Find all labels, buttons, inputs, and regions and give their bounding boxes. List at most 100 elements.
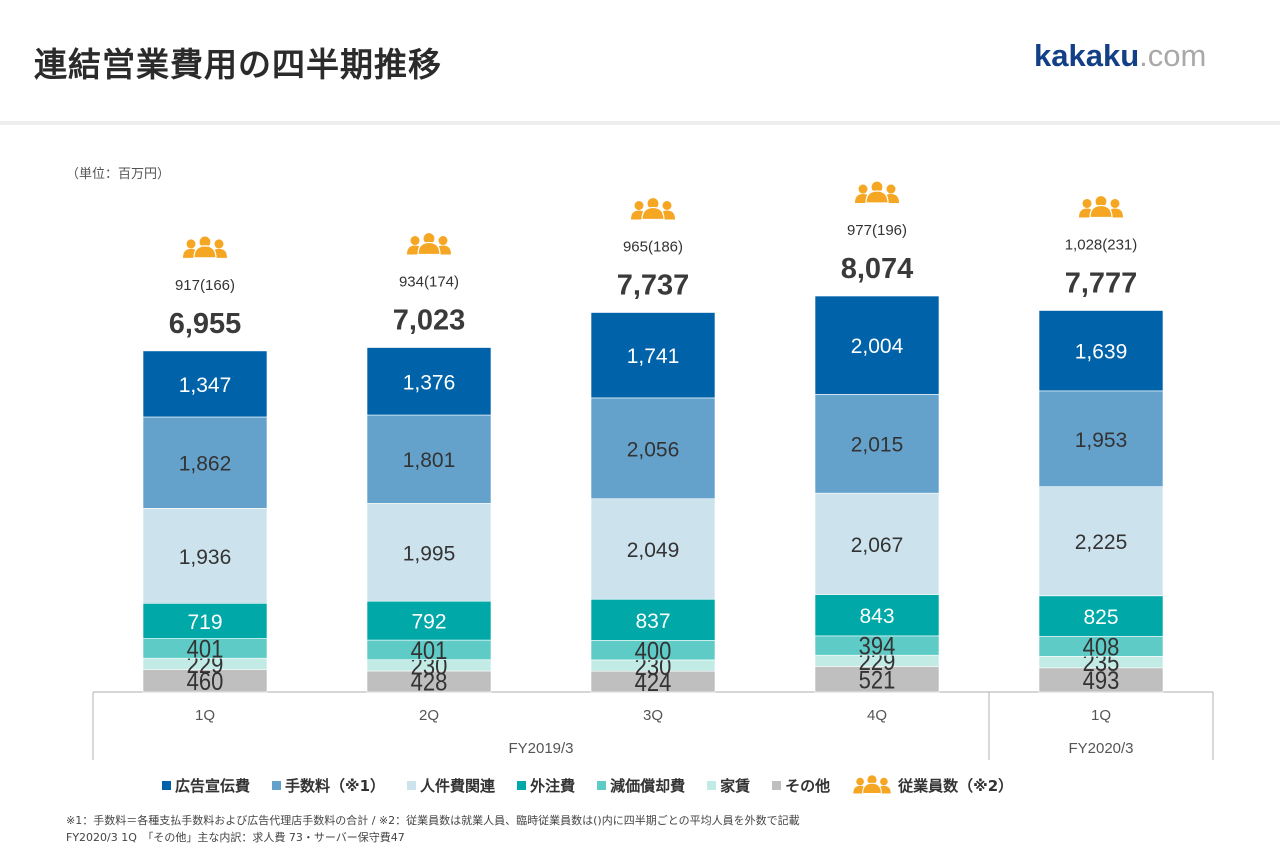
people-icon bbox=[853, 774, 891, 795]
header-divider bbox=[0, 121, 1280, 125]
segment-value-label: 825 bbox=[1083, 606, 1118, 629]
bar-segment bbox=[142, 602, 268, 639]
segment-value-label: 2,225 bbox=[1075, 531, 1128, 554]
bar-segment bbox=[814, 594, 940, 637]
segment-value-label: 1,953 bbox=[1075, 429, 1128, 452]
bar-segment bbox=[1038, 390, 1164, 487]
bar-segment bbox=[366, 347, 492, 416]
segment-value-label: 1,862 bbox=[179, 453, 232, 476]
category-tick-label: 4Q bbox=[867, 707, 887, 724]
segment-value-label: 1,741 bbox=[627, 345, 680, 368]
bar-segment bbox=[814, 295, 940, 395]
segment-value-label: 2,049 bbox=[627, 539, 680, 562]
footnotes: ※1：手数料＝各種支払手数料および広告代理店手数料の合計 / ※2：従業員数は就… bbox=[66, 812, 800, 846]
logo-suffix: .com bbox=[1139, 38, 1207, 73]
segment-value-label: 401 bbox=[187, 636, 224, 664]
people-icon bbox=[1079, 194, 1123, 219]
logo-main: kakaku bbox=[1034, 38, 1140, 73]
segment-value-label: 1,801 bbox=[403, 449, 456, 472]
legend-label: 手数料（※1） bbox=[285, 776, 386, 795]
segment-value-label: 837 bbox=[635, 610, 670, 633]
unit-label: （単位：百万円） bbox=[66, 167, 171, 182]
fiscal-group-label: FY2019/3 bbox=[508, 740, 573, 757]
segment-value-label: 843 bbox=[859, 605, 894, 628]
total-value-label: 7,777 bbox=[1065, 267, 1138, 299]
employee-count-label: 917(166) bbox=[175, 277, 235, 294]
legend-item: その他 bbox=[772, 775, 830, 796]
legend-label: 広告宣伝費 bbox=[175, 776, 251, 795]
segment-value-label: 1,936 bbox=[179, 546, 232, 569]
segment-value-label: 2,067 bbox=[851, 534, 904, 557]
segment-value-label: 1,376 bbox=[403, 371, 456, 394]
footnote-2: FY2020/3 1Q 「その他」主な内訳：求人費 73・サーバー保守費47 bbox=[66, 831, 405, 844]
segment-value-label: 719 bbox=[187, 611, 222, 634]
segment-value-label: 400 bbox=[635, 638, 672, 666]
segment-value-label: 428 bbox=[411, 669, 448, 697]
stacked-bar-chart: 4602294017191,9361,8621,3476,955917(166)… bbox=[92, 180, 1214, 760]
bar-segment bbox=[590, 312, 716, 399]
bar-segment bbox=[590, 397, 716, 500]
segment-value-label: 792 bbox=[411, 611, 446, 634]
employee-count-label: 1,028(231) bbox=[1065, 236, 1138, 253]
bar-segment bbox=[142, 508, 268, 604]
legend-swatch bbox=[162, 780, 171, 790]
people-icon bbox=[855, 180, 899, 204]
legend-item: 人件費関連 bbox=[407, 775, 495, 796]
bar-segment bbox=[1038, 310, 1164, 392]
legend-label: 外注費 bbox=[530, 776, 576, 795]
segment-value-label: 408 bbox=[1083, 634, 1120, 662]
legend-swatch bbox=[707, 780, 717, 790]
bar-segment bbox=[366, 600, 492, 641]
kakaku-logo: kakaku.com bbox=[1034, 38, 1206, 74]
bar-segment bbox=[1038, 667, 1164, 693]
total-value-label: 8,074 bbox=[841, 253, 914, 285]
bar-segment bbox=[1038, 595, 1164, 637]
category-tick-label: 2Q bbox=[419, 707, 439, 724]
segment-value-label: 424 bbox=[635, 669, 672, 697]
bar-segment bbox=[142, 416, 268, 509]
chart-legend: 広告宣伝費 手数料（※1） 人件費関連 外注費 減価償却費 家賃 その他 従業員数（※2） bbox=[162, 774, 1035, 796]
legend-swatch bbox=[772, 780, 782, 790]
segment-value-label: 1,995 bbox=[403, 542, 456, 565]
segment-value-label: 401 bbox=[411, 638, 448, 666]
people-icon bbox=[183, 235, 227, 259]
segment-value-label: 493 bbox=[1083, 668, 1120, 696]
bar-segment bbox=[814, 394, 940, 494]
fiscal-group-label: FY2020/3 bbox=[1068, 740, 1133, 757]
legend-item: 広告宣伝費 bbox=[162, 775, 250, 796]
employee-count-label: 977(196) bbox=[847, 222, 907, 239]
legend-swatch bbox=[407, 780, 417, 790]
category-tick-label: 1Q bbox=[1091, 707, 1111, 724]
legend-swatch bbox=[597, 780, 607, 790]
bar-segment bbox=[366, 503, 492, 602]
segment-value-label: 2,015 bbox=[851, 434, 904, 457]
segment-value-label: 1,639 bbox=[1075, 341, 1128, 364]
bar-segment bbox=[814, 666, 940, 693]
segment-value-label: 460 bbox=[187, 669, 224, 697]
bar-segment bbox=[590, 498, 716, 600]
category-tick-label: 3Q bbox=[643, 707, 663, 724]
legend-item: 手数料（※1） bbox=[272, 775, 385, 796]
bar-segment bbox=[142, 350, 268, 418]
people-icon bbox=[631, 196, 675, 221]
legend-item: 外注費 bbox=[517, 775, 575, 796]
legend-item: 家賃 bbox=[707, 775, 750, 796]
total-value-label: 7,737 bbox=[617, 270, 690, 302]
bar-segment bbox=[590, 598, 716, 641]
segment-value-label: 1,347 bbox=[179, 374, 232, 397]
legend-swatch bbox=[272, 780, 282, 790]
category-tick-label: 1Q bbox=[195, 707, 215, 724]
legend-label: 人件費関連 bbox=[420, 776, 496, 795]
segment-value-label: 394 bbox=[859, 633, 896, 661]
segment-value-label: 2,004 bbox=[851, 335, 904, 358]
total-value-label: 6,955 bbox=[169, 308, 242, 340]
bar-segment bbox=[366, 414, 492, 504]
legend-item-employees: 従業員数（※2） bbox=[852, 774, 1013, 796]
people-icon bbox=[407, 231, 451, 256]
legend-label: 家賃 bbox=[720, 776, 751, 795]
segment-value-label: 521 bbox=[859, 667, 896, 695]
legend-item: 減価償却費 bbox=[597, 775, 685, 796]
segment-value-label: 2,056 bbox=[627, 438, 680, 461]
employee-count-label: 934(174) bbox=[399, 274, 459, 291]
bar-segment bbox=[814, 492, 940, 595]
